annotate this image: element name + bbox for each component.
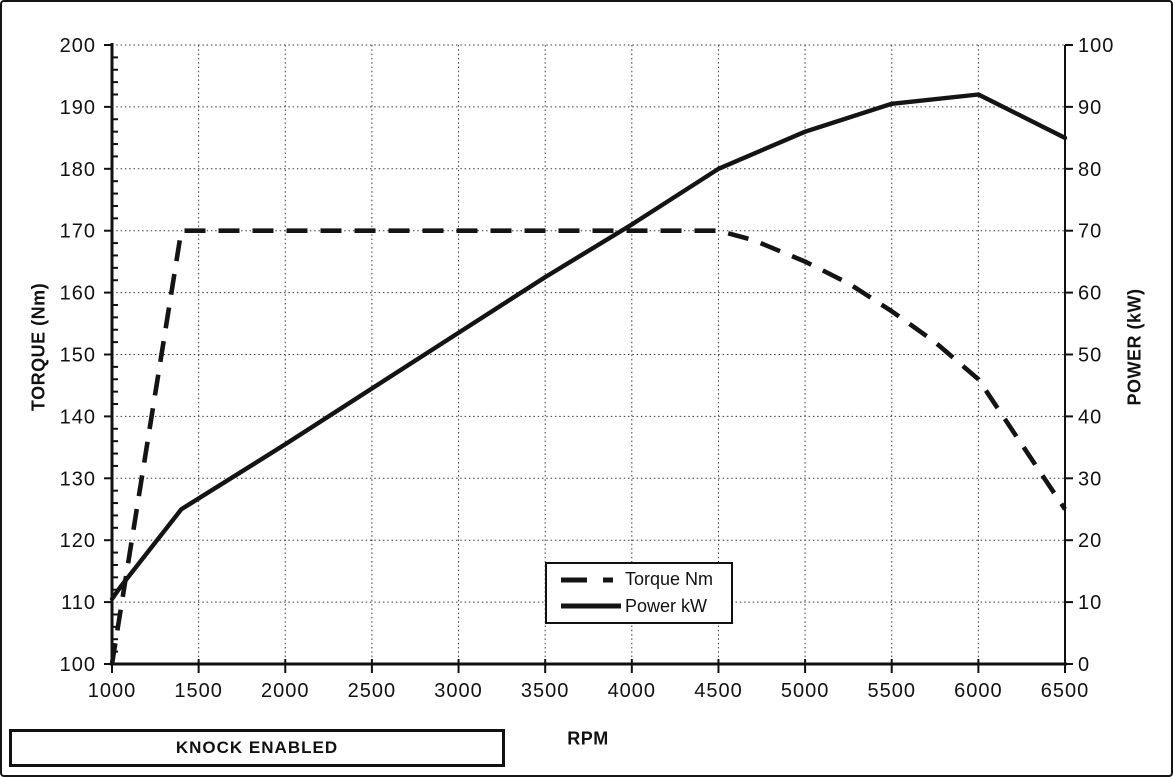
svg-text:3500: 3500: [521, 680, 570, 702]
svg-text:1000: 1000: [88, 680, 137, 702]
svg-text:80: 80: [1078, 159, 1102, 181]
knock-enabled-annotation: KNOCK ENABLED: [9, 729, 505, 767]
svg-text:5000: 5000: [781, 680, 830, 702]
svg-text:6500: 6500: [1041, 680, 1090, 702]
svg-text:60: 60: [1078, 283, 1102, 305]
legend-label-torque: Torque Nm: [625, 569, 714, 590]
series-torque-nm: [109, 228, 1067, 665]
svg-text:150: 150: [60, 345, 96, 367]
torque-dashed-swatch: [561, 577, 621, 583]
svg-text:20: 20: [1078, 530, 1102, 552]
svg-text:120: 120: [60, 530, 96, 552]
svg-text:3000: 3000: [434, 680, 483, 702]
x-axis-title: RPM: [567, 728, 609, 749]
svg-text:160: 160: [60, 283, 96, 305]
svg-text:90: 90: [1078, 97, 1102, 119]
svg-text:70: 70: [1078, 221, 1102, 243]
svg-text:170: 170: [60, 221, 96, 243]
legend-item-torque: Torque Nm: [561, 569, 731, 590]
power-solid-swatch: [561, 603, 621, 609]
svg-text:100: 100: [1078, 35, 1114, 57]
svg-text:2000: 2000: [261, 680, 310, 702]
svg-text:5500: 5500: [867, 680, 916, 702]
svg-text:190: 190: [60, 97, 96, 119]
svg-text:6000: 6000: [954, 680, 1003, 702]
svg-text:40: 40: [1078, 406, 1102, 428]
svg-text:1500: 1500: [174, 680, 223, 702]
right-axis-title: POWER (kW): [1124, 288, 1145, 406]
legend: Torque Nm Power kW: [545, 562, 733, 624]
svg-text:4500: 4500: [694, 680, 743, 702]
svg-text:50: 50: [1078, 345, 1102, 367]
svg-text:130: 130: [60, 468, 96, 490]
left-axis-title: TORQUE (Nm): [28, 282, 49, 412]
svg-text:2500: 2500: [348, 680, 397, 702]
legend-label-power: Power kW: [625, 595, 708, 616]
svg-text:180: 180: [60, 159, 96, 181]
series-power-kw: [109, 92, 1068, 602]
svg-text:140: 140: [60, 406, 96, 428]
legend-item-power: Power kW: [561, 596, 731, 617]
svg-text:200: 200: [60, 35, 96, 57]
svg-text:30: 30: [1078, 468, 1102, 490]
svg-text:10: 10: [1078, 592, 1102, 614]
svg-text:4000: 4000: [608, 680, 657, 702]
svg-text:110: 110: [61, 592, 96, 614]
svg-text:100: 100: [60, 654, 96, 676]
svg-text:0: 0: [1078, 654, 1090, 676]
